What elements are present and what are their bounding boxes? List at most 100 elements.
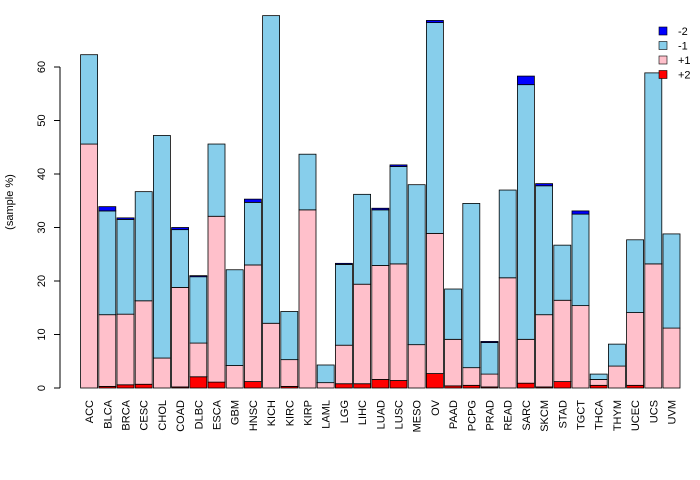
- x-tick-label: LUAD: [375, 400, 387, 429]
- bar-segment: [535, 314, 553, 388]
- bar-segment: [225, 365, 244, 389]
- bar-segment: [280, 359, 299, 387]
- x-tick-label: CHOL: [157, 400, 169, 431]
- bar-segment: [644, 72, 663, 265]
- x-tick-label: PCPG: [466, 400, 478, 431]
- bar-segment: [134, 191, 153, 302]
- bar-segment: [480, 342, 499, 375]
- bar-segment: [407, 184, 426, 346]
- x-tick-label: UVM: [667, 400, 679, 424]
- bar-segment: [334, 344, 353, 385]
- bar-segment: [371, 209, 390, 266]
- bar-segment: [589, 373, 608, 380]
- bar-segment: [189, 376, 208, 389]
- bar-segment: [608, 343, 626, 367]
- bar-segment: [243, 381, 262, 389]
- x-tick-label: LIHC: [357, 400, 369, 425]
- y-tick-label: 0: [36, 385, 48, 391]
- x-tick-label: STAD: [557, 400, 569, 429]
- x-tick-label: LGG: [339, 400, 351, 423]
- bar-segment: [152, 357, 171, 389]
- bar-segment: [589, 379, 608, 386]
- x-tick-label: ESCA: [212, 399, 224, 430]
- x-tick-label: BLCA: [102, 399, 114, 428]
- bar-segment: [134, 300, 153, 385]
- bar-segment: [98, 314, 117, 387]
- x-tick-label: CESC: [139, 400, 151, 431]
- bar-segment: [480, 373, 499, 388]
- bar-segment: [171, 227, 190, 231]
- bar-segment: [535, 185, 553, 316]
- bar-segment: [262, 15, 281, 324]
- bar-segment: [334, 264, 353, 346]
- bar-segment: [334, 383, 353, 389]
- bar-segment: [462, 384, 481, 389]
- bar-segment: [316, 382, 335, 389]
- x-tick-label: UCS: [648, 400, 660, 423]
- bar-segment: [207, 143, 226, 217]
- bar-segment: [243, 198, 262, 203]
- y-tick-label: 50: [36, 114, 48, 126]
- bar-segment: [571, 305, 590, 389]
- bar-segment: [571, 213, 590, 307]
- y-tick-label: 20: [36, 275, 48, 287]
- bar-segment: [371, 207, 390, 211]
- x-tick-label: SKCM: [539, 400, 551, 432]
- bar-segment: [444, 288, 463, 340]
- x-tick-label: KIRC: [284, 400, 296, 426]
- bar-segment: [425, 232, 444, 374]
- legend-swatch: [658, 26, 668, 36]
- bar-segment: [462, 367, 481, 386]
- y-axis-title: (sample %): [4, 174, 16, 230]
- legend-label: +2: [678, 70, 691, 82]
- legend-label: +1: [678, 55, 691, 67]
- bar-segment: [517, 84, 535, 340]
- bar-segment: [517, 75, 535, 86]
- bar-segment: [298, 209, 317, 389]
- bar-segment: [116, 217, 135, 220]
- x-tick-label: KICH: [266, 400, 278, 426]
- bar-segment: [353, 193, 372, 285]
- bar-segment: [371, 379, 390, 389]
- bar-segment: [425, 20, 444, 23]
- bar-segment: [189, 342, 208, 378]
- bar-segment: [425, 373, 444, 389]
- bar-segment: [498, 189, 517, 279]
- y-tick-label: 30: [36, 221, 48, 233]
- x-axis-labels: ACC BLCA BRCA CESC CHOL COAD DLBC ESCA GBM HNSC KI…: [84, 399, 678, 432]
- bar-segment: [353, 283, 372, 385]
- bar-segment: [371, 265, 390, 380]
- bar-segment: [134, 383, 153, 389]
- x-tick-label: LUSC: [394, 400, 406, 429]
- x-tick-label: ACC: [84, 400, 96, 423]
- bar-segment: [553, 381, 572, 389]
- x-tick-label: PAAD: [448, 400, 460, 429]
- bar-segment: [626, 239, 644, 313]
- x-tick-label: BRCA: [121, 399, 133, 430]
- bar-segment: [480, 341, 499, 343]
- bar-segment: [98, 210, 117, 316]
- bar-segment: [243, 201, 262, 266]
- x-tick-label: UCEC: [630, 400, 642, 431]
- bar-segment: [189, 276, 208, 344]
- bar-segment: [389, 263, 408, 381]
- bar-segment: [152, 135, 171, 359]
- legend-label: -1: [678, 41, 688, 53]
- bar-segment: [517, 382, 535, 389]
- bar-segment: [280, 311, 299, 361]
- bar-segment: [80, 54, 98, 145]
- bar-segment: [608, 365, 626, 389]
- bar-segment: [116, 219, 135, 315]
- bar-segment: [334, 262, 353, 265]
- bar-segment: [662, 327, 681, 389]
- bar-segment: [425, 22, 444, 234]
- bar-segment: [589, 384, 608, 389]
- bar-segment: [517, 338, 535, 384]
- bar-segment: [225, 269, 244, 366]
- bar-segment: [462, 203, 481, 369]
- bar-segment: [80, 143, 98, 389]
- x-tick-label: DLBC: [193, 400, 205, 429]
- x-tick-label: SARC: [521, 400, 533, 431]
- bar-segment: [662, 233, 681, 329]
- legend: -2 -1 +1 +2: [658, 26, 691, 82]
